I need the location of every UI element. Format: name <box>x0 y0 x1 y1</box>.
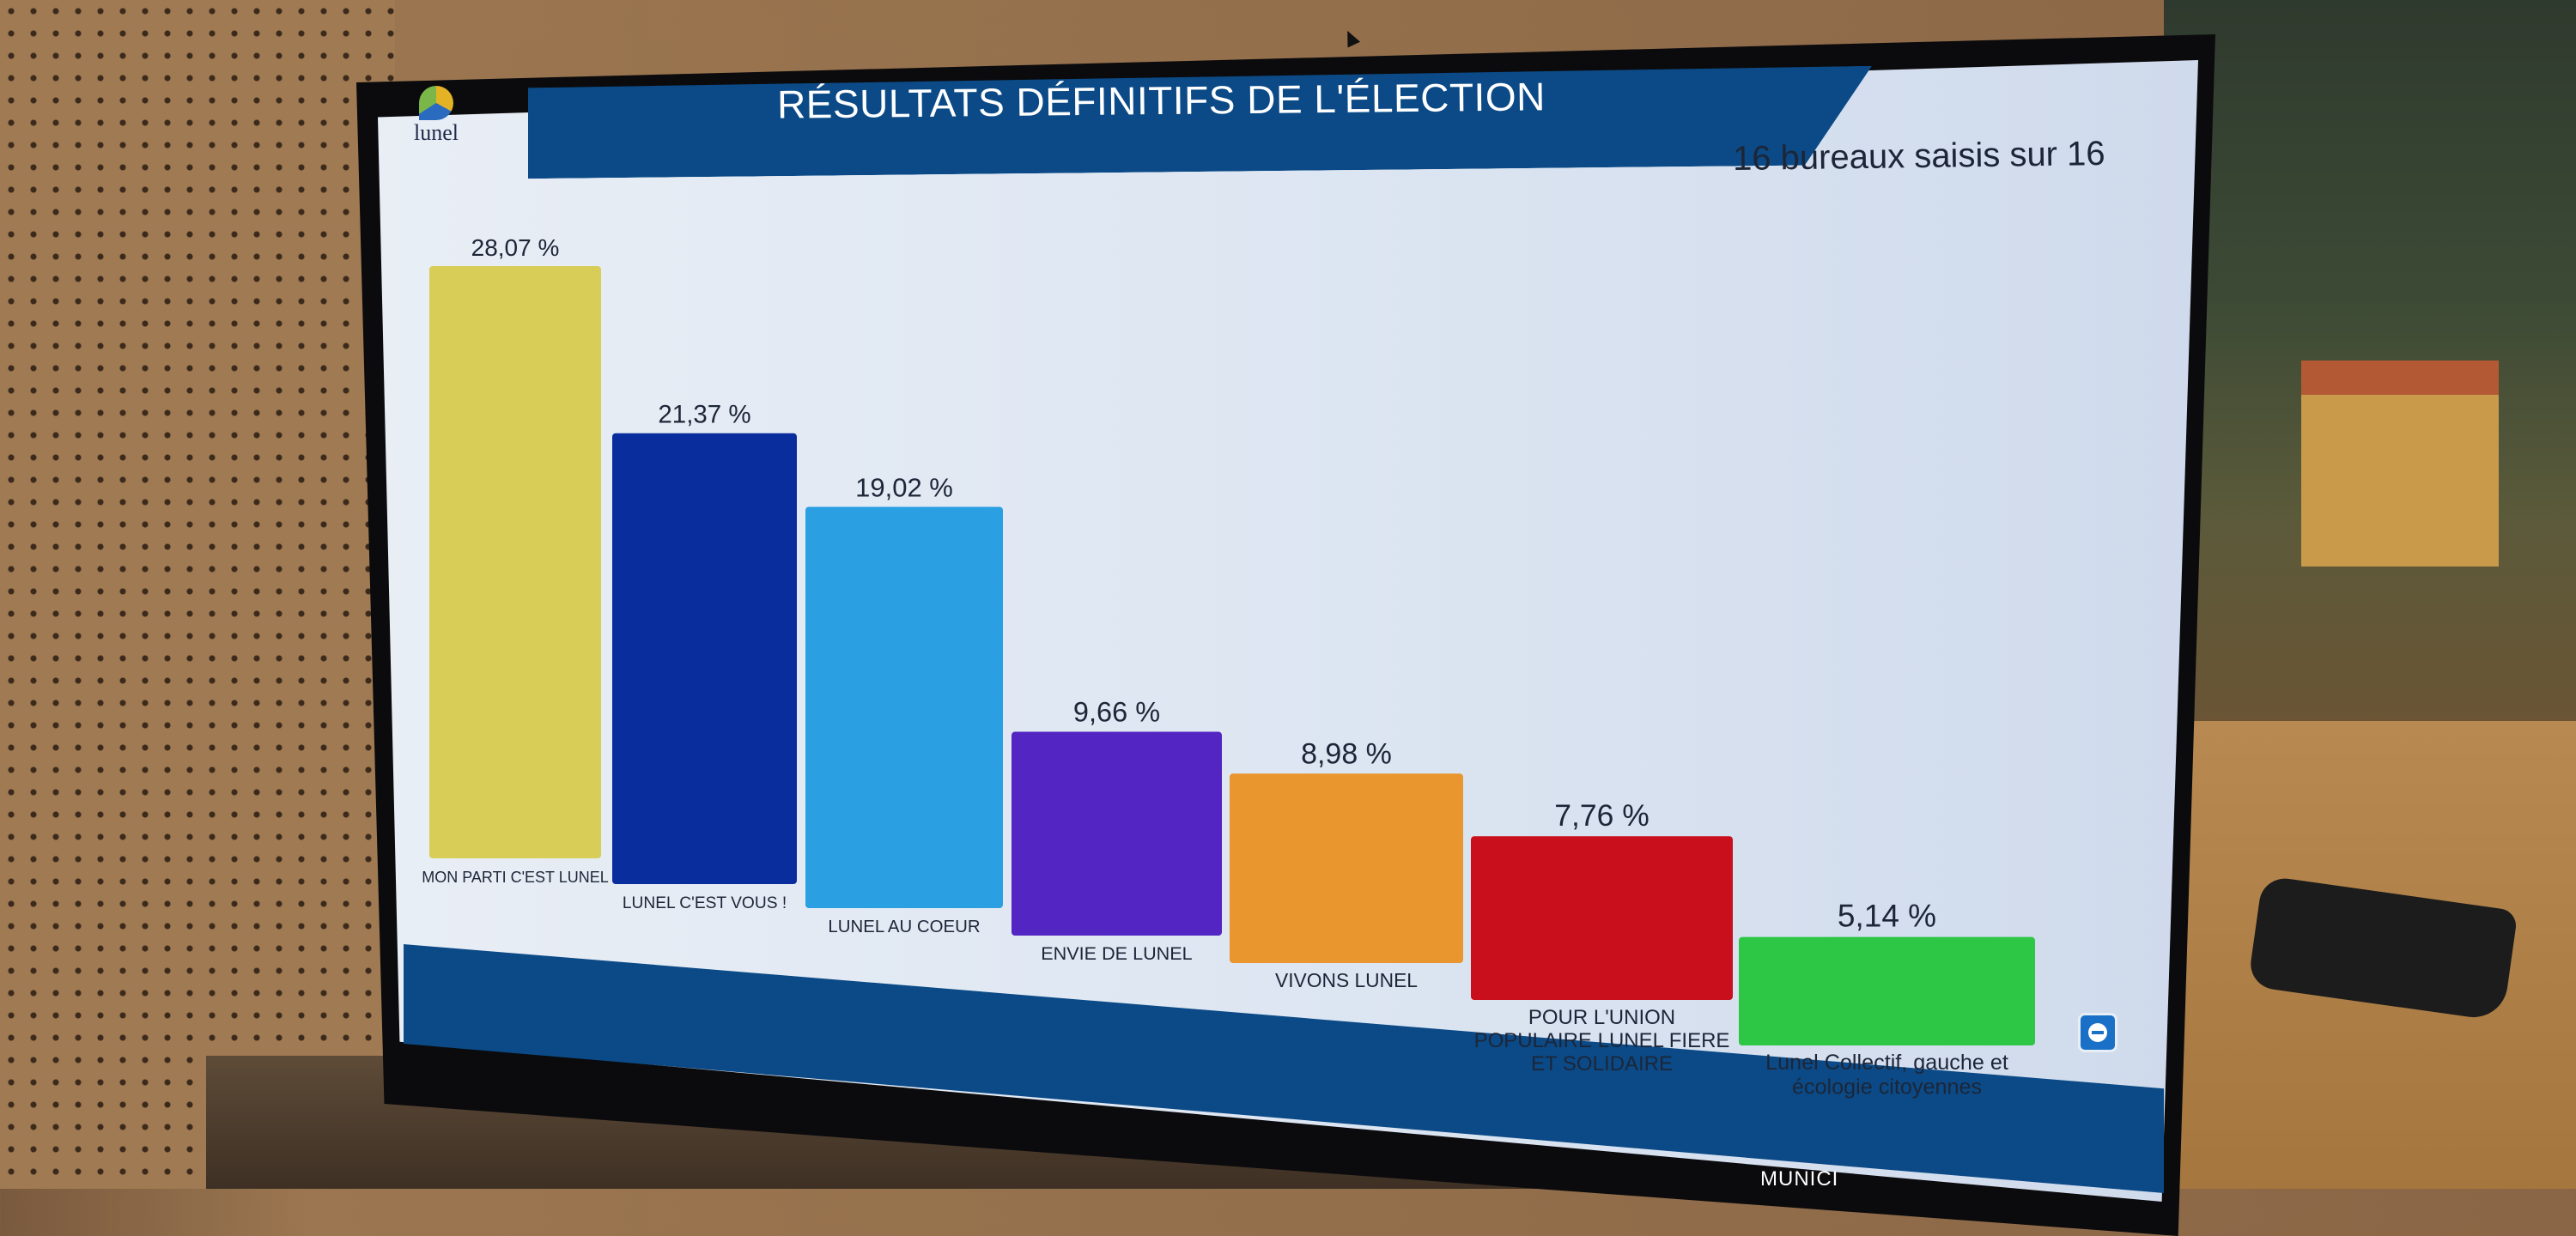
bar-5 <box>1230 773 1463 963</box>
bar-value-label: 5,14 % <box>1838 899 1936 934</box>
bar-value-label: 28,07 % <box>471 234 560 261</box>
footer-text: MUNICI <box>1760 1167 1839 1191</box>
remote-control-icon[interactable] <box>2078 1013 2117 1052</box>
category-label: LUNEL C'EST VOUS ! <box>623 894 787 912</box>
acoustic-wall <box>0 0 395 1189</box>
mural-house <box>2301 360 2499 566</box>
category-label: ENVIE DE LUNEL <box>1041 942 1192 964</box>
bar-value-label: 7,76 % <box>1554 798 1649 833</box>
bar-value-label: 19,02 % <box>855 472 953 502</box>
logo-text: lunel <box>414 120 459 145</box>
lunel-logo: lunel <box>410 86 462 163</box>
bar-value-label: 21,37 % <box>658 401 750 429</box>
wall-mural <box>2164 0 2576 738</box>
logo-icon <box>419 86 453 120</box>
bar-2 <box>612 433 797 884</box>
bar-4 <box>1012 731 1222 936</box>
category-label: LUNEL AU COEUR <box>828 918 980 936</box>
results-bar-chart: 28,07 % MON PARTI C'EST LUNEL 21,37 % LUNEL… <box>422 234 2035 1099</box>
bar-1 <box>429 266 601 858</box>
bar-6 <box>1471 836 1733 1000</box>
category-label: POUR L'UNION POPULAIRE LUNEL FIERE ET SOLI… <box>1474 1006 1730 1075</box>
bar-value-label: 9,66 % <box>1073 697 1160 728</box>
category-label: Lunel Collectif, gauche et écologie citoy… <box>1765 1051 2008 1099</box>
bar-7 <box>1739 936 2035 1045</box>
bar-value-label: 8,98 % <box>1301 737 1392 770</box>
category-label: MON PARTI C'EST LUNEL <box>422 869 609 886</box>
category-label: VIVONS LUNEL <box>1275 969 1418 991</box>
bar-3 <box>805 506 1003 908</box>
